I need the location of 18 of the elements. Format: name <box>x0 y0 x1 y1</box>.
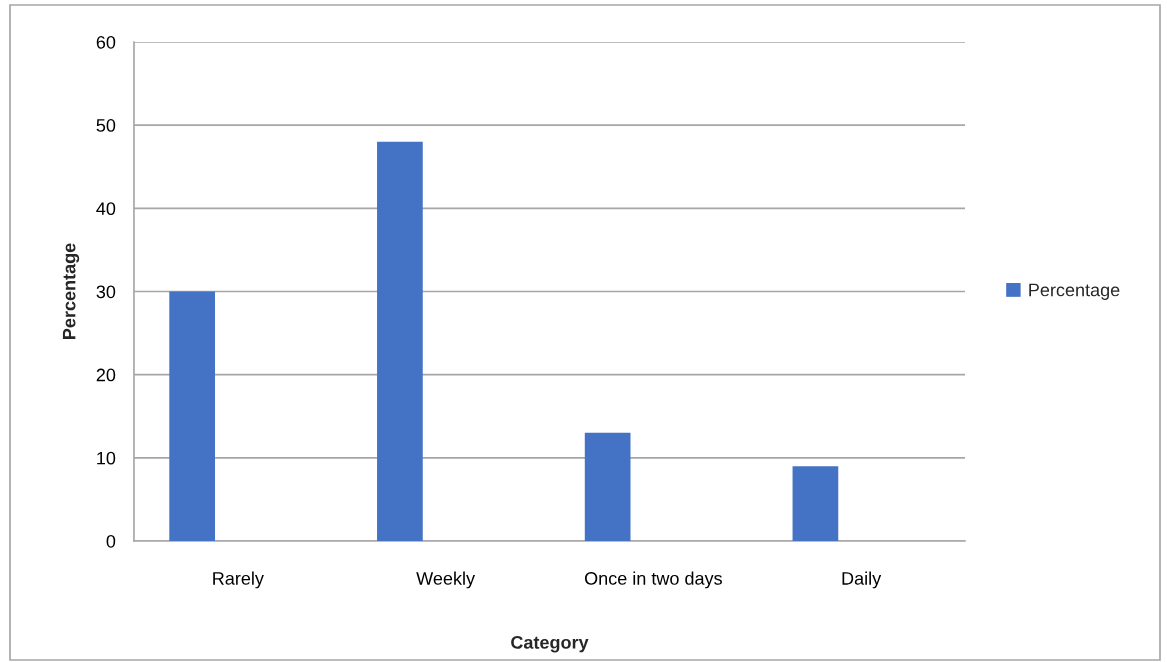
x-tick-label: Once in two days <box>584 571 722 589</box>
bar <box>377 141 423 541</box>
y-tick-label: 40 <box>96 202 116 216</box>
x-tick-label: Daily <box>842 571 882 589</box>
bar <box>169 291 215 541</box>
y-tick-label: 0 <box>106 534 116 548</box>
legend-label: Percentage <box>1029 283 1120 300</box>
y-tick-label: 10 <box>97 451 116 465</box>
y-tick-label: 50 <box>96 119 116 132</box>
x-tick-label: Rarely <box>213 571 264 589</box>
y-tick-label: 60 <box>96 35 116 49</box>
x-axis-title: Category <box>511 635 589 653</box>
y-tick-label: 30 <box>96 285 116 299</box>
bar <box>584 432 631 541</box>
bar <box>792 466 839 541</box>
y-tick-label: 20 <box>96 368 116 382</box>
x-tick-label: Weekly <box>416 571 476 589</box>
y-axis-title: Percentage <box>62 243 80 339</box>
